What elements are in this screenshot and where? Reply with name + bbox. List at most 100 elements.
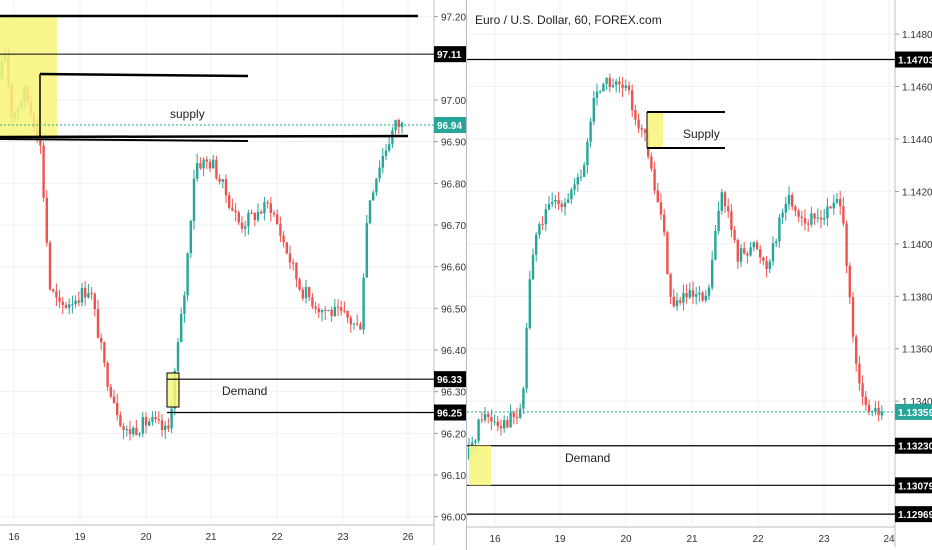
candle-body	[877, 407, 880, 416]
candle-body	[880, 411, 883, 416]
price-tag-label: 1.14703	[898, 56, 932, 67]
candle-body	[829, 206, 832, 209]
candle-body	[528, 279, 531, 329]
candle-body	[759, 248, 762, 258]
price-tag	[434, 371, 466, 388]
candle-body	[205, 159, 208, 162]
candle-body	[714, 231, 717, 260]
x-tick-label: 23	[818, 534, 830, 545]
candle-body	[202, 159, 205, 169]
candle-body	[292, 262, 295, 264]
candle-body	[320, 309, 324, 313]
candle-body	[256, 211, 260, 221]
candle-body	[855, 336, 858, 364]
candle-body	[762, 257, 765, 262]
y-tick-label: 1.14800	[902, 30, 932, 41]
candle-body	[803, 217, 807, 224]
candle-body	[317, 308, 320, 313]
price-axis	[434, 0, 466, 550]
right-chart-panel[interactable]: 1.14800 1.14600 1.14400 1.14200 1.14000 1.138…	[466, 0, 932, 550]
candle-body	[771, 243, 775, 262]
candle-body	[368, 200, 372, 224]
candle-body	[739, 248, 743, 262]
candle-body	[480, 419, 483, 421]
candle-body	[826, 206, 829, 219]
candle-body	[493, 421, 496, 423]
candle-body	[109, 386, 112, 397]
candle-body	[557, 200, 560, 204]
candle-body	[835, 198, 839, 203]
x-tick-label: 19	[554, 534, 566, 545]
candle-body	[727, 206, 730, 212]
candle-body	[196, 163, 199, 179]
candle-body	[42, 145, 45, 198]
candle-body	[599, 91, 602, 93]
candle-body	[228, 195, 231, 208]
y-tick-label: 96.50	[441, 304, 466, 315]
candle-body	[58, 297, 61, 302]
candle-body	[691, 290, 695, 297]
left-chart-panel[interactable]: 97.20 97.00 96.90 96.80 96.70 96.60 96.50 96.40…	[0, 0, 466, 550]
candle-body	[186, 253, 189, 296]
candle-body	[733, 230, 736, 240]
candle-body	[103, 342, 106, 363]
candle-body	[282, 235, 285, 243]
candle-body	[148, 421, 151, 426]
candle-body	[701, 292, 704, 301]
x-tick-label: 20	[620, 534, 632, 545]
price-tag-label: 97.11	[437, 50, 462, 61]
price-axis	[895, 0, 932, 550]
candle-body	[352, 323, 356, 325]
candle-body	[141, 416, 144, 434]
candle-body	[663, 214, 666, 233]
price-tag	[895, 437, 932, 454]
candle-body	[189, 221, 192, 254]
demand-zone	[167, 373, 179, 407]
candle-body	[839, 198, 842, 207]
candle-body	[679, 300, 682, 303]
candle-body	[768, 261, 771, 270]
y-tick-label: 97.20	[441, 13, 466, 24]
candle-body	[611, 85, 615, 87]
candle-body	[554, 200, 557, 202]
price-tag	[434, 117, 466, 133]
candle-body	[253, 212, 256, 221]
supply-label: Supply	[683, 127, 720, 141]
candle-body	[112, 396, 116, 403]
candle-body	[384, 150, 388, 157]
price-tag-label: 1.12969	[898, 510, 932, 521]
candle-body	[675, 300, 679, 307]
candle-body	[314, 306, 317, 309]
candle-body	[845, 223, 848, 266]
left-chart-svg[interactable]: 97.20 97.00 96.90 96.80 96.70 96.60 96.50 96.40…	[0, 0, 466, 550]
candle-body	[87, 293, 90, 298]
price-tag-label: 96.25	[437, 409, 462, 420]
candle-body	[119, 415, 122, 427]
candle-body	[717, 210, 720, 232]
candle-body	[272, 212, 276, 215]
demand-label: Demand	[222, 384, 267, 398]
candle-body	[336, 306, 340, 308]
candle-body	[765, 261, 768, 270]
candle-body	[522, 388, 525, 409]
candle-body	[746, 253, 749, 256]
candle-body	[832, 202, 835, 209]
x-tick-label: 16	[8, 532, 20, 543]
candle-body	[176, 342, 180, 372]
candle-body	[669, 274, 672, 297]
candle-body	[547, 203, 551, 210]
candle-body	[269, 203, 272, 213]
y-tick-label: 97.00	[441, 96, 466, 107]
candle-body	[116, 402, 119, 416]
candle-body	[61, 301, 64, 305]
candle-body	[640, 128, 643, 130]
right-chart-svg[interactable]: 1.14800 1.14600 1.14400 1.14200 1.14000 1.138…	[467, 0, 932, 550]
x-tick-label: 24	[883, 534, 895, 545]
candle-body	[653, 168, 656, 191]
candle-body	[483, 414, 487, 421]
candle-body	[212, 159, 215, 169]
candle-body	[487, 414, 490, 418]
candle-body	[330, 310, 333, 317]
y-tick-label: 1.14400	[902, 135, 932, 146]
candle-body	[685, 293, 688, 298]
